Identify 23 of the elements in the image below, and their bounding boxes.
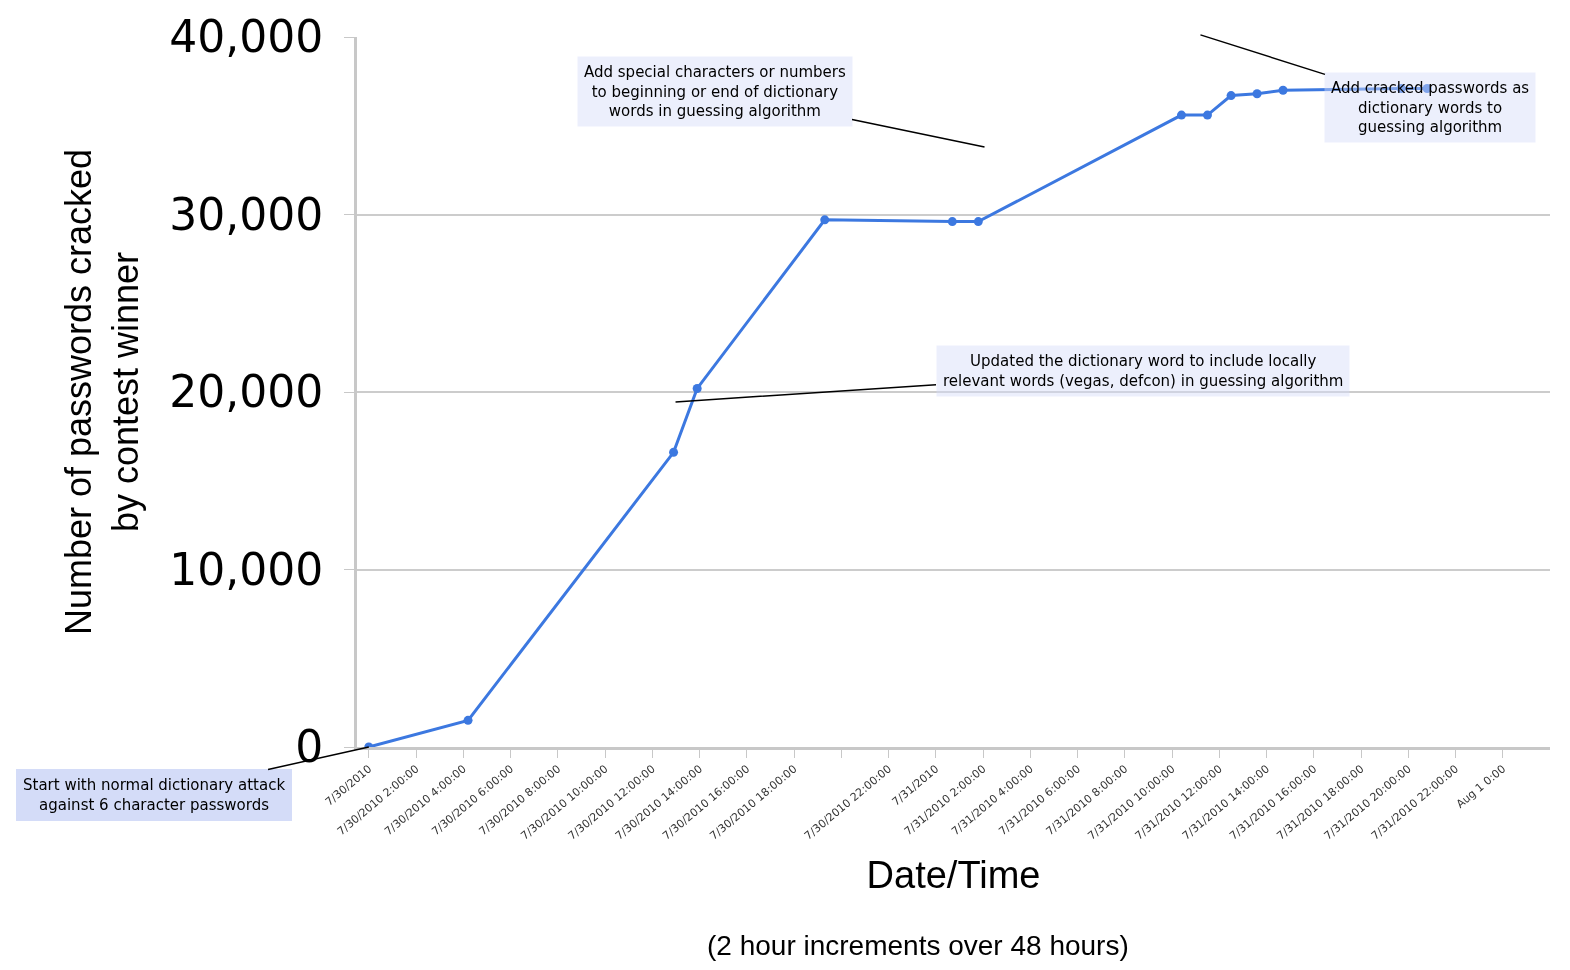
y-axis-title: Number of passwords cracked by contest winner — [58, 148, 147, 636]
point — [669, 447, 679, 457]
point — [1252, 89, 1262, 99]
y-tick-label: 40,000 — [169, 11, 324, 63]
point — [947, 217, 957, 227]
y-tick-label: 30,000 — [169, 188, 324, 240]
point — [973, 217, 983, 227]
annotation: Start with normal dictionary attack against 6 character passwords — [23, 776, 286, 814]
y-tick-label: 10,000 — [169, 543, 324, 595]
annotation: Add cracked passwords as dictionary words to guessing algorithm — [1331, 79, 1530, 136]
annotation: Add special characters or numbers to beginning or end of dictionary words in guessing algorithm — [584, 63, 846, 120]
y-tick-label: 20,000 — [169, 366, 324, 418]
point — [1278, 85, 1288, 95]
point — [1176, 110, 1186, 120]
text: (2 hour increments over 48 hours) — [707, 930, 1129, 961]
point — [1226, 91, 1236, 101]
point — [820, 215, 830, 225]
point — [463, 715, 473, 725]
point — [692, 383, 702, 393]
y-tick-label: 0 — [295, 721, 324, 773]
x-axis-title: Date/Time — [866, 853, 1041, 896]
annotation: Updated the dictionary word to include locally relevant words (vegas, defcon) in guessing algorithm — [943, 352, 1344, 390]
point — [1202, 110, 1212, 120]
